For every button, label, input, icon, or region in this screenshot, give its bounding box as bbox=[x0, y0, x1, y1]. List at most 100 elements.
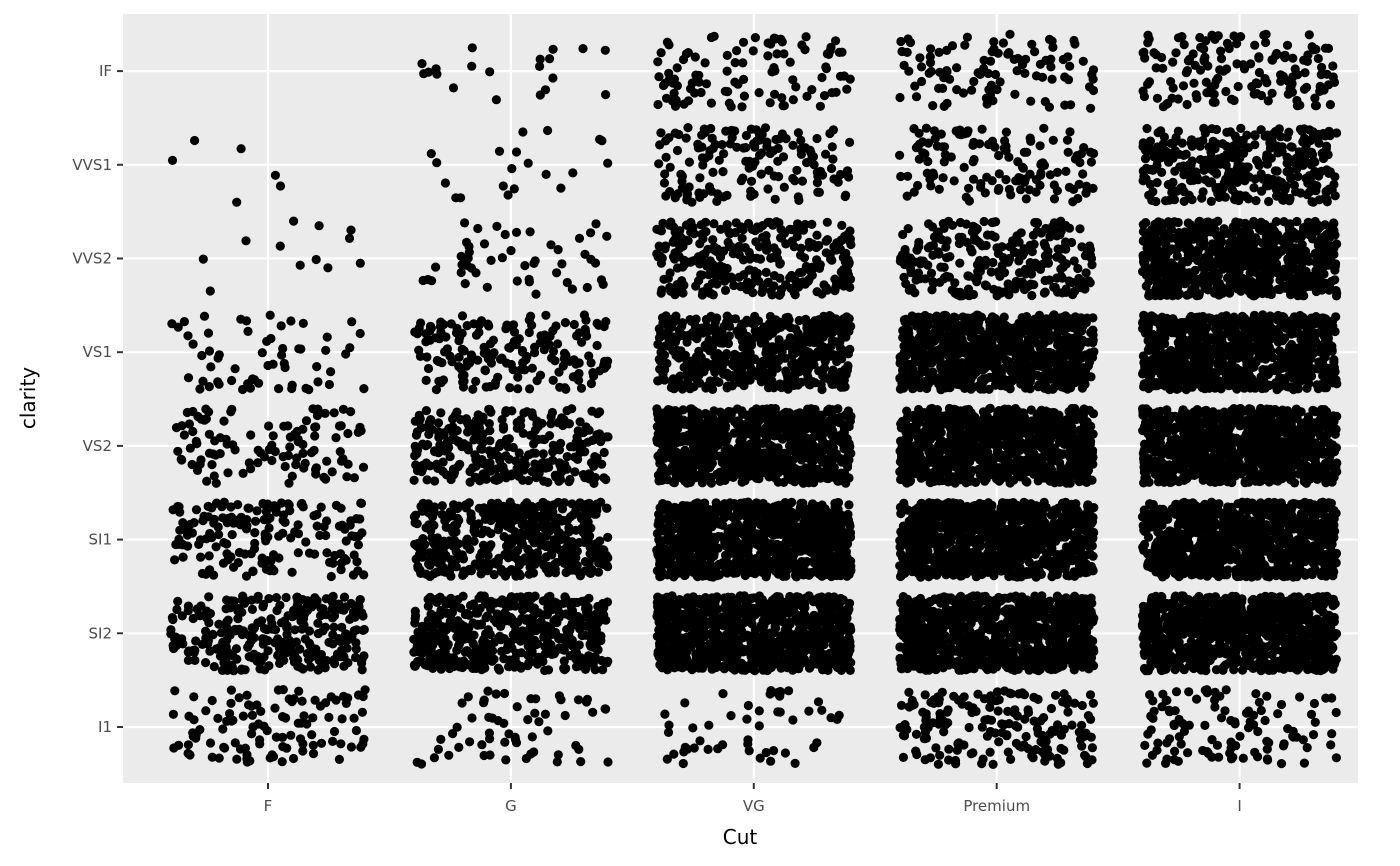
data-point bbox=[532, 420, 542, 430]
data-point bbox=[295, 260, 305, 270]
data-point bbox=[675, 416, 685, 426]
data-point bbox=[820, 568, 831, 578]
data-point bbox=[270, 703, 280, 713]
data-point bbox=[347, 531, 357, 541]
data-point bbox=[320, 622, 330, 632]
data-point bbox=[754, 721, 764, 731]
data-point bbox=[516, 592, 526, 602]
data-point bbox=[274, 531, 284, 541]
data-point bbox=[173, 322, 183, 332]
data-point bbox=[355, 258, 365, 268]
data-point bbox=[508, 442, 518, 453]
data-point bbox=[289, 657, 299, 667]
data-point bbox=[320, 408, 330, 418]
data-point bbox=[292, 453, 302, 463]
data-point bbox=[676, 512, 686, 523]
data-point bbox=[682, 647, 692, 657]
data-point bbox=[527, 594, 537, 604]
data-point bbox=[448, 428, 458, 438]
data-point bbox=[281, 713, 291, 723]
data-point bbox=[734, 635, 744, 645]
data-point bbox=[426, 149, 436, 159]
data-point bbox=[498, 423, 509, 433]
data-point bbox=[167, 155, 178, 165]
data-point bbox=[591, 623, 601, 633]
data-point bbox=[259, 652, 269, 662]
data-point bbox=[602, 361, 612, 371]
data-point bbox=[422, 352, 432, 362]
data-point bbox=[540, 709, 551, 719]
data-point bbox=[540, 665, 550, 676]
data-point bbox=[592, 318, 602, 328]
data-point bbox=[591, 509, 601, 519]
data-point bbox=[505, 383, 515, 393]
data-point bbox=[418, 275, 428, 286]
data-point bbox=[543, 726, 553, 736]
data-point bbox=[844, 500, 854, 510]
data-point bbox=[211, 542, 221, 552]
data-point bbox=[219, 497, 229, 507]
data-point bbox=[456, 267, 466, 278]
data-point bbox=[760, 529, 770, 540]
data-point bbox=[201, 626, 211, 636]
data-point bbox=[358, 625, 368, 636]
data-point bbox=[485, 734, 495, 744]
data-point bbox=[238, 468, 248, 478]
data-point bbox=[493, 557, 503, 567]
data-point bbox=[482, 282, 492, 292]
data-point bbox=[544, 462, 554, 472]
data-point bbox=[660, 709, 670, 719]
data-point bbox=[773, 443, 783, 453]
data-point bbox=[512, 702, 522, 712]
data-point bbox=[214, 530, 224, 540]
data-point bbox=[218, 724, 228, 734]
data-point bbox=[704, 597, 714, 607]
data-point bbox=[701, 641, 711, 652]
data-point bbox=[359, 570, 369, 580]
data-point bbox=[561, 384, 571, 394]
data-point bbox=[207, 695, 217, 706]
data-point bbox=[714, 631, 724, 642]
data-point bbox=[469, 536, 479, 546]
data-point bbox=[241, 571, 252, 581]
data-point bbox=[475, 474, 485, 484]
data-point bbox=[178, 518, 188, 528]
data-point bbox=[215, 433, 225, 443]
data-point bbox=[417, 59, 427, 69]
data-point bbox=[489, 615, 499, 625]
data-point bbox=[322, 456, 332, 466]
data-point bbox=[478, 540, 489, 550]
data-point bbox=[691, 656, 702, 666]
data-point bbox=[503, 190, 513, 200]
data-point bbox=[258, 602, 268, 612]
data-point bbox=[246, 430, 256, 440]
data-point bbox=[226, 512, 237, 522]
data-point bbox=[743, 700, 754, 711]
data-point bbox=[357, 707, 367, 717]
data-point bbox=[591, 434, 601, 444]
data-point bbox=[358, 462, 369, 472]
data-point bbox=[427, 424, 437, 434]
data-point bbox=[835, 620, 845, 630]
data-point bbox=[215, 449, 225, 459]
data-point bbox=[278, 452, 288, 462]
data-point bbox=[466, 263, 476, 273]
data-point bbox=[559, 656, 569, 666]
data-point bbox=[280, 637, 290, 647]
data-point bbox=[757, 660, 768, 671]
data-point bbox=[776, 661, 787, 671]
data-point bbox=[500, 737, 510, 747]
data-point bbox=[258, 639, 268, 649]
data-point bbox=[168, 709, 178, 719]
data-point bbox=[274, 384, 284, 394]
data-point bbox=[705, 462, 715, 473]
data-point bbox=[556, 183, 566, 193]
data-point bbox=[780, 514, 790, 524]
data-point bbox=[313, 377, 323, 387]
data-point bbox=[759, 510, 770, 520]
data-point bbox=[511, 147, 522, 157]
data-point bbox=[409, 475, 419, 485]
data-point bbox=[766, 603, 776, 613]
data-point bbox=[324, 712, 334, 723]
data-point bbox=[308, 713, 318, 723]
